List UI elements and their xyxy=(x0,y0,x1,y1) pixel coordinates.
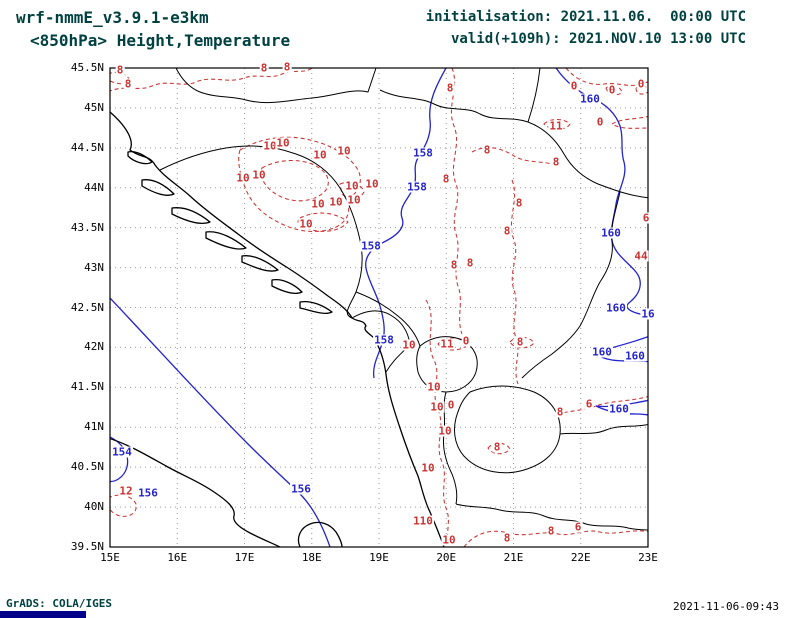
render-timestamp: 2021-11-06-09:43 xyxy=(673,600,779,613)
temp-contour xyxy=(611,115,648,129)
temp-contour xyxy=(510,179,519,385)
temp-contour xyxy=(260,159,329,202)
lon-tick-label: 18E xyxy=(301,551,322,564)
border-montenegro-albania xyxy=(351,310,411,373)
field-title: <850hPa> Height,Temperature xyxy=(30,31,291,50)
border-layer xyxy=(159,68,648,531)
lat-tick-label: 40N xyxy=(84,500,104,514)
height-contour-156 xyxy=(110,297,331,547)
dalmatian-island xyxy=(205,231,247,250)
coastline-layer xyxy=(110,111,445,547)
temp-contour xyxy=(450,68,463,335)
height-contour-160-b xyxy=(597,336,648,363)
grads-credit: GrADS: COLA/IGES xyxy=(6,597,112,610)
temp-contour xyxy=(633,251,645,261)
lon-tick-label: 22E xyxy=(570,551,591,564)
balkan-coastline xyxy=(110,111,445,547)
border-slovenia-hungary xyxy=(175,68,377,104)
temp-contour xyxy=(605,85,623,96)
lat-tick-label: 40.5N xyxy=(70,460,104,474)
height-contour-158 xyxy=(365,68,447,379)
temp-contour xyxy=(487,442,511,455)
grid-layer xyxy=(109,67,649,548)
temp-contour xyxy=(339,181,365,199)
dalmatian-island xyxy=(127,150,153,165)
dalmatian-island xyxy=(141,179,175,196)
italy-salento-coastline xyxy=(297,521,343,547)
border-kosovo xyxy=(416,336,478,393)
height-contour-154 xyxy=(110,436,129,483)
lat-tick-label: 45N xyxy=(84,100,104,114)
temp-contour xyxy=(110,71,131,85)
temp-contour xyxy=(110,494,137,517)
border-hungary-romania xyxy=(527,68,541,123)
border-bulgaria-macedonia xyxy=(559,423,648,435)
temp-contour xyxy=(543,118,571,130)
lat-tick-label: 41.5N xyxy=(70,380,104,394)
lon-tick-label: 17E xyxy=(234,551,255,564)
lat-tick-label: 42N xyxy=(84,340,104,354)
valid-time-label: valid(+109h): 2021.NOV.10 13:00 UTC xyxy=(450,31,746,47)
dalmatian-island xyxy=(241,255,279,272)
temp-contour xyxy=(565,68,648,86)
lat-tick-label: 44.5N xyxy=(70,140,104,154)
border-greece-north xyxy=(455,503,648,531)
border-croatia-serbia xyxy=(379,89,648,199)
lon-tick-label: 15E xyxy=(100,551,120,564)
temp-contour xyxy=(635,85,648,95)
border-serbia-montenegro xyxy=(355,291,421,347)
initialisation-label: initialisation: 2021.11.06. 00:00 UTC xyxy=(425,9,746,25)
temp-contour xyxy=(437,337,469,351)
lat-tick-label: 39.5N xyxy=(70,540,104,553)
lat-tick-label: 41N xyxy=(84,420,104,434)
lon-tick-label: 21E xyxy=(503,551,524,564)
lat-tick-label: 42.5N xyxy=(70,300,104,314)
model-title: wrf-nmmE_v3.9.1-e3km xyxy=(16,8,209,27)
bottom-left-bar xyxy=(0,611,86,618)
lon-tick-label: 19E xyxy=(369,551,389,564)
border-macedonia xyxy=(454,385,561,474)
border-bosnia xyxy=(159,145,363,319)
italy-coastline xyxy=(110,437,281,547)
temp-contour xyxy=(463,530,648,547)
temp-contour xyxy=(110,68,313,92)
plot-frame xyxy=(109,67,649,548)
lon-tick-label: 20E xyxy=(436,551,457,564)
lon-tick-label: 23E xyxy=(638,551,658,564)
dalmatian-island xyxy=(271,278,303,294)
lon-tick-label: 16E xyxy=(167,551,188,564)
lat-tick-label: 43.5N xyxy=(70,220,104,234)
lat-tick-label: 43N xyxy=(84,260,104,274)
temp-contour xyxy=(238,136,361,233)
temp-contour xyxy=(471,147,559,167)
dalmatian-island xyxy=(171,207,211,224)
height-contour-160-c xyxy=(595,399,648,416)
lat-tick-label: 44N xyxy=(84,180,104,194)
dalmatian-island xyxy=(299,300,333,314)
height-contour-160-a xyxy=(555,68,648,317)
temp-contour xyxy=(297,212,349,232)
border-albania-east xyxy=(443,391,458,505)
temp-contour xyxy=(553,395,648,417)
lat-tick-label: 45.5N xyxy=(70,61,104,74)
